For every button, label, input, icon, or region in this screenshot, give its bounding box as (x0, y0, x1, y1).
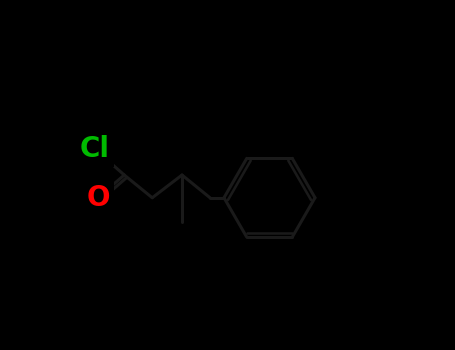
Text: Cl: Cl (80, 135, 110, 163)
Text: O: O (86, 184, 110, 212)
